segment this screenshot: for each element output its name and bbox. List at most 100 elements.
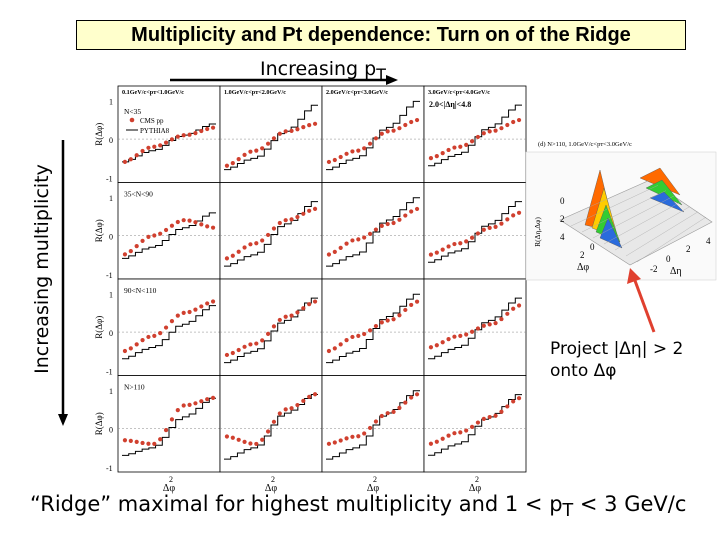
cms-point [260,146,265,151]
title-box: Multiplicity and Pt dependence: Turn on … [76,20,686,50]
cms-point [260,338,265,343]
cms-point [254,148,259,153]
top-arrow-head [386,75,398,85]
cms-point [505,404,510,409]
cms-point [397,217,402,222]
cms-point [169,137,175,142]
surface-grid-line [603,201,683,245]
cms-point [367,425,373,431]
cms-point [391,409,396,414]
cms-point [152,144,157,149]
cms-point [230,435,235,440]
cms-point [379,320,384,325]
surface-z-tick: 4 [560,232,565,242]
cms-point [140,238,145,243]
y-tick-label: 1 [109,387,113,396]
cms-point [397,313,402,318]
cms-point [452,241,457,247]
cms-point [236,249,241,254]
pythia-step-line [224,201,318,267]
panel-frame [321,278,425,376]
cms-point [158,143,163,148]
cms-point [248,242,253,247]
cms-point [301,125,306,130]
cms-point [163,427,169,433]
panel-frame [321,375,425,473]
cms-point [271,136,277,141]
x-tick-label: 2 [475,475,479,484]
panel-frame [117,375,221,473]
slide-title: Multiplicity and Pt dependence: Turn on … [131,24,631,46]
cms-point [277,131,282,136]
cms-point [193,307,198,312]
cms-point [373,323,379,329]
cms-point [452,145,457,150]
y-tick-label: -1 [106,464,113,473]
cms-point [385,221,390,227]
cms-point [140,338,145,343]
cms-point [163,325,169,330]
cms-point [187,218,192,223]
pythia-step-line [224,393,318,460]
y-axis-label: R(Δφ) [94,316,104,339]
cms-point [511,119,516,125]
eta-cut-label: 2.0<|Δη|<4.8 [429,100,471,109]
cms-point [458,430,463,435]
cms-point [493,320,498,326]
surface-title: (d) N>110, 1.0GeV/c<pᴛ<3.0GeV/c [538,141,632,148]
cms-point [312,392,318,397]
cms-point [199,304,204,309]
cms-point [356,333,361,338]
cms-point [169,319,175,324]
bottom-caption: “Ridge” maximal for highest multiplicity… [30,492,686,521]
cms-point [175,313,180,318]
cms-point [146,234,151,239]
cms-point [440,247,445,252]
cms-point [283,129,288,134]
cms-point [350,434,355,439]
cms-point [362,331,367,337]
cms-point [516,396,522,401]
cms-point [326,252,332,257]
panel-frame [219,278,323,376]
cms-point [236,347,241,353]
cms-point [367,141,373,146]
surface-z-label: R(Δη,Δφ) [533,217,542,247]
cms-point [481,227,486,232]
y-tick-label: 0 [109,329,113,338]
cms-point [475,134,481,140]
cms-point [242,439,247,445]
pythia-step-line [224,104,318,171]
cms-point [254,241,259,246]
project-note: Project |Δη| > 2 onto Δφ [550,338,683,382]
pythia-step-line [428,201,522,263]
cms-point [230,161,235,166]
cms-point [379,223,384,228]
cms-point [362,235,367,240]
cms-point [511,306,516,311]
cms-point [271,419,277,424]
cms-point [344,241,349,246]
cms-point [367,231,373,236]
cms-point [242,245,247,250]
cms-point [283,314,288,319]
pythia-step-line [326,390,420,460]
cms-point [260,437,265,442]
cms-point [307,123,312,128]
cms-point [397,126,402,131]
cms-point [458,241,463,246]
x-axis-label: Δφ [265,483,277,494]
cms-point [385,318,390,323]
cms-point [446,244,451,249]
cms-point [210,299,216,304]
cms-point [487,129,492,134]
cms-point [187,402,192,408]
cms-point [224,163,230,168]
pythia-step-line [326,293,420,364]
cms-point [210,225,216,230]
cms-point [163,227,169,233]
row-label: N>110 [124,383,145,392]
cms-point [326,159,332,165]
cms-point [332,346,337,351]
cms-point [403,213,408,218]
